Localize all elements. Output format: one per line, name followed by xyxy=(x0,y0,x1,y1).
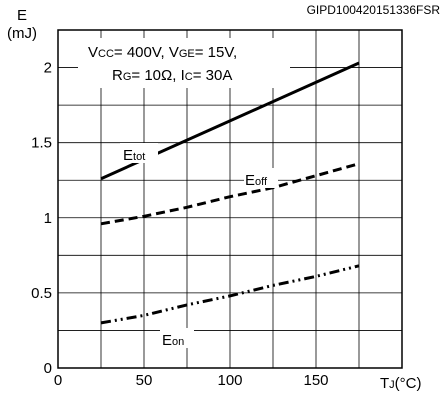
eon-label-bg xyxy=(160,328,194,348)
x-tick-label: 100 xyxy=(217,372,242,389)
plot-frame xyxy=(57,29,403,369)
chart-code: GIPD100420151336FSR xyxy=(307,3,441,17)
eoff-label: Eoff xyxy=(245,172,268,189)
y-axis-unit: (mJ) xyxy=(7,25,37,42)
etot-label: Etot xyxy=(123,147,145,164)
conditions-line-1: VCC= 400V, VGE= 15V, xyxy=(88,44,237,61)
x-tick-label: 50 xyxy=(136,372,153,389)
tick-labels: 0 50 100 150 0 0.5 1 1.5 2 xyxy=(31,60,328,389)
series-line-eoff xyxy=(100,162,360,226)
x-tick-label: 150 xyxy=(303,372,328,389)
conditions-line-2: RG= 10Ω, IC= 30A xyxy=(112,67,232,84)
etot-label-bg xyxy=(120,143,158,163)
grid-lines xyxy=(58,30,402,368)
y-tick-label: 0.5 xyxy=(31,285,52,302)
y-tick-label: 1 xyxy=(44,210,52,227)
eoff-label-bg xyxy=(244,168,278,188)
series-line-eon xyxy=(100,264,360,325)
x-axis-label-unit: (°C) xyxy=(395,375,422,392)
y-tick-label: 1.5 xyxy=(31,135,52,152)
y-tick-label: 2 xyxy=(44,60,52,77)
x-axis-label-main: T xyxy=(380,375,389,392)
y-tick-label: 0 xyxy=(44,360,52,377)
conditions-box xyxy=(78,38,290,88)
x-axis-label: TJ(°C) xyxy=(380,375,422,392)
y-axis-label: E xyxy=(17,7,27,24)
x-axis-label-sub: J xyxy=(389,379,395,391)
eon-label: Eon xyxy=(162,332,184,349)
x-tick-label: 0 xyxy=(54,372,62,389)
